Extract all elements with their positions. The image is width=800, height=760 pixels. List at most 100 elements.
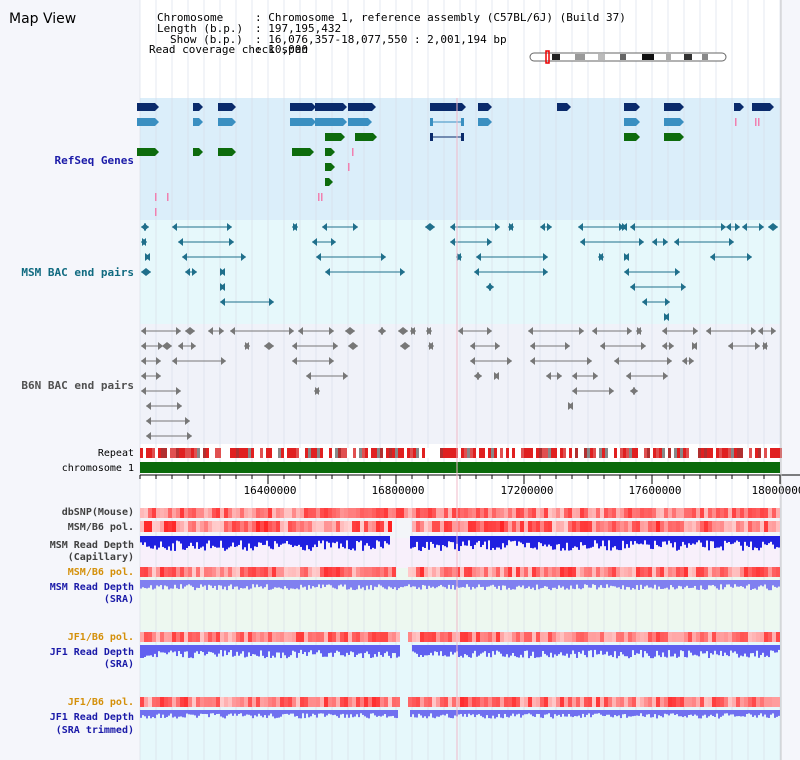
depth-bar bbox=[652, 580, 654, 589]
bac-end bbox=[507, 357, 512, 365]
depth-bar bbox=[524, 580, 526, 589]
heat-cell bbox=[672, 567, 676, 577]
track-label-b6n-bac[interactable]: B6N BAC end pairs bbox=[21, 379, 134, 392]
depth-bar bbox=[230, 536, 232, 547]
repeat-segment bbox=[206, 448, 209, 458]
heat-cell bbox=[540, 567, 544, 577]
depth-bar bbox=[344, 710, 346, 718]
heat-cell bbox=[332, 697, 336, 707]
depth-bar bbox=[240, 710, 242, 714]
depth-bar bbox=[770, 580, 772, 591]
depth-bar bbox=[702, 536, 704, 547]
depth-bar bbox=[752, 710, 754, 717]
depth-bar bbox=[468, 645, 470, 658]
heat-cell bbox=[304, 521, 308, 532]
heat-cell bbox=[656, 567, 660, 577]
depth-bar bbox=[464, 645, 466, 655]
heat-cell bbox=[576, 567, 580, 577]
depth-bar bbox=[482, 645, 484, 653]
heat-cell bbox=[532, 632, 536, 642]
heat-cell bbox=[640, 521, 644, 532]
depth-bar bbox=[180, 645, 182, 654]
depth-bar bbox=[668, 580, 670, 590]
b6n-bac-track[interactable] bbox=[141, 327, 776, 440]
heat-cell bbox=[648, 521, 652, 532]
heat-cell bbox=[212, 508, 216, 518]
depth-bar bbox=[708, 580, 710, 586]
heat-cell bbox=[632, 632, 636, 642]
depth-bar bbox=[214, 536, 216, 547]
heat-cell bbox=[744, 508, 748, 518]
depth-bar bbox=[296, 710, 298, 717]
heat-cell bbox=[520, 521, 524, 532]
depth-bar bbox=[744, 645, 746, 654]
heat-cell bbox=[368, 632, 372, 642]
depth-bar bbox=[318, 710, 320, 714]
depth-bar bbox=[476, 710, 478, 715]
msm-bac-track[interactable] bbox=[141, 223, 778, 321]
chromosome-ideogram[interactable] bbox=[529, 50, 727, 64]
depth-bar bbox=[670, 710, 672, 714]
repeat-segment bbox=[314, 448, 317, 458]
heat-cell bbox=[252, 632, 256, 642]
depth-bar bbox=[186, 580, 188, 586]
track-label-refseq[interactable]: RefSeq Genes bbox=[55, 154, 134, 167]
depth-bar bbox=[710, 645, 712, 654]
repeat-segment bbox=[602, 448, 605, 458]
depth-bar bbox=[148, 645, 150, 656]
gene-tick bbox=[155, 208, 157, 216]
bac-end bbox=[609, 387, 614, 395]
depth-bar bbox=[266, 710, 268, 718]
depth-bar bbox=[330, 710, 332, 715]
heat-cell bbox=[536, 567, 540, 577]
depth-bar bbox=[520, 536, 522, 543]
heat-cell bbox=[332, 521, 336, 532]
depth-bar bbox=[592, 645, 594, 658]
heat-cell bbox=[504, 508, 508, 518]
heat-cell bbox=[576, 521, 580, 532]
depth-bar bbox=[150, 580, 152, 586]
heat-cell bbox=[768, 697, 772, 707]
bac-end bbox=[630, 223, 635, 231]
depth-bar bbox=[636, 645, 638, 654]
gene-exon bbox=[193, 148, 199, 156]
heat-cell bbox=[328, 508, 332, 518]
heat-cell bbox=[172, 521, 176, 532]
heat-cell bbox=[260, 697, 264, 707]
depth-bar bbox=[722, 645, 724, 657]
bac-end bbox=[405, 342, 410, 350]
depth-bar bbox=[366, 536, 368, 544]
track-label-jf1-depth-sra-sub: (SRA) bbox=[104, 659, 134, 670]
heat-cell bbox=[284, 697, 288, 707]
heat-cell bbox=[292, 508, 296, 518]
depth-bar bbox=[152, 710, 154, 717]
depth-bar bbox=[728, 580, 730, 585]
track-label-msm-bac[interactable]: MSM BAC end pairs bbox=[21, 266, 134, 279]
repeat-segment bbox=[569, 448, 572, 458]
depth-bar bbox=[330, 580, 332, 586]
track-label-repeat: Repeat bbox=[98, 448, 134, 459]
depth-bar bbox=[654, 710, 656, 715]
repeat-segment bbox=[725, 448, 728, 458]
depth-bar bbox=[764, 536, 766, 545]
repeat-segment bbox=[662, 448, 665, 458]
depth-bar bbox=[168, 536, 170, 547]
heat-cell bbox=[440, 508, 444, 518]
depth-bar bbox=[478, 645, 480, 656]
depth-bar bbox=[458, 580, 460, 588]
depth-bar bbox=[310, 580, 312, 589]
depth-bar bbox=[428, 536, 430, 550]
heat-cell bbox=[660, 632, 664, 642]
depth-bar bbox=[624, 580, 626, 590]
depth-bar bbox=[264, 536, 266, 545]
depth-bar bbox=[140, 536, 142, 543]
heat-cell bbox=[368, 521, 372, 532]
depth-bar bbox=[548, 645, 550, 658]
heat-cell bbox=[368, 508, 372, 518]
depth-bar bbox=[242, 710, 244, 717]
depth-bar bbox=[676, 645, 678, 658]
depth-bar bbox=[680, 710, 682, 717]
depth-bar bbox=[462, 536, 464, 542]
depth-bar bbox=[412, 536, 414, 548]
refseq-genes-track[interactable] bbox=[137, 103, 774, 216]
